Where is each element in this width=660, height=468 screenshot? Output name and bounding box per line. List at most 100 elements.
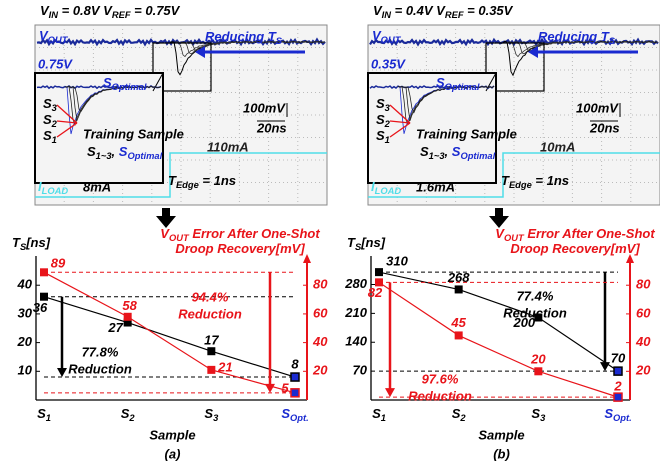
subscript: 1: [381, 413, 386, 423]
x-axis-label: Sample: [149, 427, 195, 442]
arrow-head: [57, 368, 67, 377]
text-segment: S: [531, 406, 540, 421]
y-tick-label: 210: [344, 305, 367, 320]
arrow-head: [385, 388, 395, 397]
text-segment: S: [372, 406, 381, 421]
y-tick-label: 280: [344, 276, 367, 291]
y2-axis-label: Droop Recovery[mV]: [510, 241, 640, 256]
y-tick-label: 140: [345, 334, 367, 349]
reducing-label: Reducing TS: [538, 29, 616, 46]
x-tick-label: S3: [204, 406, 219, 423]
series-line: [379, 282, 618, 397]
text-segment: S: [43, 96, 52, 111]
y2-tick-label: 60: [313, 305, 328, 320]
text-segment: ,: [444, 144, 452, 159]
annotation: Reduction: [178, 306, 242, 321]
subscript: 1: [52, 135, 57, 145]
scale-v: 100mV: [576, 100, 619, 115]
text-segment: Error After One-Shot: [189, 226, 321, 241]
subscript: IN: [382, 10, 392, 20]
down-arrow: [489, 208, 509, 228]
text-segment: ,: [111, 144, 119, 159]
text-segment: = 1ns: [199, 173, 236, 188]
panel-title: VIN = 0.4V VREF = 0.35V: [373, 3, 514, 20]
value-label: 2: [613, 379, 622, 394]
y-axis-label: TS[ns]: [347, 235, 386, 252]
text-segment: S: [376, 112, 385, 127]
annotation: 77.8%: [82, 344, 119, 359]
value-label: 82: [368, 285, 383, 300]
text-segment: [ns]: [25, 235, 51, 250]
text-segment: S: [452, 406, 461, 421]
subscript: Optimal: [445, 82, 480, 92]
annotation: Reduction: [408, 388, 472, 403]
marker: [455, 331, 463, 339]
training-label: Training Sample: [83, 126, 184, 141]
text-segment: S: [204, 406, 213, 421]
y-tick-label: 20: [17, 334, 33, 349]
text-segment: S: [281, 406, 290, 421]
text-segment: S: [119, 144, 128, 159]
text-segment: S: [43, 112, 52, 127]
subscript: 3: [52, 103, 58, 113]
value-label: 70: [611, 351, 626, 366]
subscript: 3: [540, 413, 546, 423]
text-segment: Error After One-Shot: [524, 226, 656, 241]
marker: [614, 393, 622, 401]
scale-t: 20ns: [589, 120, 620, 135]
value-label: 27: [107, 320, 123, 335]
x-tick-label: S1: [37, 406, 51, 423]
subscript: LOAD: [42, 186, 69, 196]
text-segment: Droop Recovery[mV]: [175, 241, 305, 256]
scale-t: 20ns: [256, 120, 287, 135]
text-segment: S: [376, 96, 385, 111]
y2-tick-label: 80: [636, 277, 651, 292]
subscript: 1: [385, 135, 390, 145]
marker: [207, 366, 215, 374]
down-arrow: [156, 208, 176, 228]
subscript: OUT: [48, 35, 69, 45]
annotation: 77.4%: [517, 288, 554, 303]
text-segment: = 1ns: [532, 173, 569, 188]
x-axis-label: Sample: [478, 427, 524, 442]
y2-tick-label: 20: [312, 363, 328, 378]
text-segment: S: [604, 406, 613, 421]
text-segment: Reducing T: [205, 29, 277, 44]
text-segment: S: [376, 128, 385, 143]
text-segment: S: [436, 75, 445, 90]
y-tick-label: 30: [18, 305, 33, 320]
load-low: 1.6mA: [416, 179, 455, 194]
value-label: 58: [122, 298, 137, 313]
value-label: 310: [386, 254, 408, 269]
text-segment: S: [103, 75, 112, 90]
text-segment: Droop Recovery[mV]: [510, 241, 640, 256]
marker: [124, 313, 132, 321]
text-segment: S: [87, 144, 96, 159]
subscript: 1~3: [429, 151, 446, 161]
subscript: LOAD: [375, 186, 402, 196]
subscript: Edge: [509, 180, 532, 190]
y-tick-label: 70: [353, 363, 368, 378]
subscript: 2: [459, 413, 466, 423]
x-tick-label: S3: [531, 406, 546, 423]
x-tick-label: S2: [121, 406, 136, 423]
subscript: 3: [385, 103, 391, 113]
text-segment: [ns]: [360, 235, 386, 250]
series-line: [379, 272, 618, 371]
scale-v: 100mV: [243, 100, 286, 115]
subscript: S: [609, 36, 616, 46]
subscript: Optimal: [460, 151, 495, 161]
y2-tick-label: 40: [312, 334, 328, 349]
text-segment: = 0.75V: [131, 3, 181, 18]
text-segment: S: [121, 406, 130, 421]
x-tick-label: S2: [452, 406, 467, 423]
subscript: Optimal: [127, 151, 162, 161]
load-low: 8mA: [83, 179, 111, 194]
panel-title: VIN = 0.8V VREF = 0.75V: [40, 3, 181, 20]
load-high: 10mA: [540, 139, 575, 154]
subscript: 1: [46, 413, 51, 423]
subscript: Opt.: [613, 413, 632, 423]
subscript: S: [276, 36, 283, 46]
y2-tick-label: 20: [635, 363, 651, 378]
marker: [534, 367, 542, 375]
